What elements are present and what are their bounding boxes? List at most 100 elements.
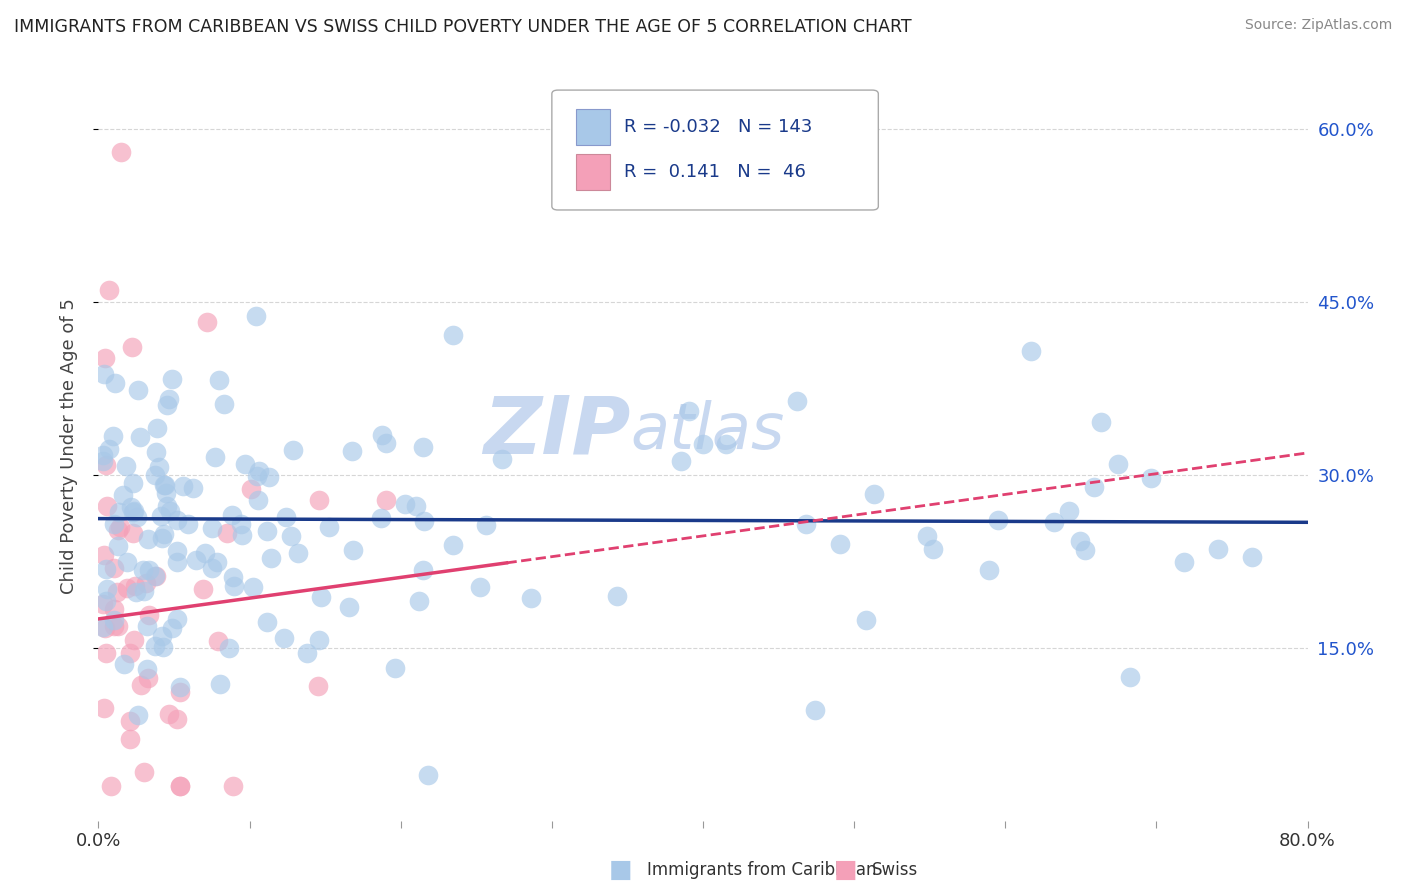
Point <box>340 443 363 458</box>
Point <box>441 538 464 552</box>
Point <box>93 368 115 382</box>
Point <box>191 582 214 596</box>
Point <box>94 458 117 472</box>
Point <box>1042 516 1064 530</box>
Point <box>150 508 173 523</box>
Point <box>1090 415 1112 429</box>
Point <box>160 372 183 386</box>
Point <box>143 639 166 653</box>
Point <box>150 629 173 643</box>
Point <box>794 517 817 532</box>
Point <box>197 315 219 329</box>
Point <box>124 633 146 648</box>
Point <box>922 542 945 557</box>
Point <box>222 570 245 584</box>
Point <box>107 539 129 553</box>
Point <box>134 583 156 598</box>
Point <box>96 582 118 597</box>
Point <box>1173 555 1195 569</box>
Point <box>370 427 392 442</box>
Point <box>412 514 434 528</box>
Point <box>169 779 191 793</box>
Point <box>207 555 229 569</box>
Point <box>91 448 114 462</box>
Point <box>863 487 886 501</box>
Point <box>169 685 191 699</box>
Point <box>1206 541 1229 556</box>
Point <box>830 537 852 551</box>
Point <box>129 429 152 443</box>
Point <box>468 580 491 594</box>
Text: ZIP: ZIP <box>484 392 630 470</box>
Point <box>370 511 392 525</box>
Point <box>307 679 329 693</box>
Point <box>416 767 439 781</box>
Point <box>103 429 125 443</box>
Point <box>166 612 188 626</box>
Point <box>100 779 122 793</box>
Text: Source: ZipAtlas.com: Source: ZipAtlas.com <box>1244 18 1392 32</box>
Point <box>166 712 188 726</box>
Point <box>148 460 170 475</box>
Point <box>159 504 181 518</box>
Point <box>129 678 152 692</box>
Point <box>143 568 166 582</box>
Point <box>166 513 188 527</box>
Point <box>233 457 256 471</box>
Point <box>115 581 138 595</box>
Point <box>124 504 146 518</box>
Point <box>246 493 269 508</box>
Point <box>136 533 159 547</box>
Point <box>204 450 226 464</box>
Point <box>121 500 143 515</box>
Point <box>146 421 169 435</box>
Point <box>115 458 138 473</box>
Point <box>169 681 191 695</box>
Text: Swiss: Swiss <box>872 861 918 879</box>
Point <box>246 469 269 483</box>
Point <box>242 580 264 594</box>
Point <box>93 701 115 715</box>
Point <box>121 340 143 354</box>
Point <box>1240 549 1263 564</box>
Point <box>1057 504 1080 518</box>
Point <box>98 284 121 298</box>
Point <box>915 528 938 542</box>
Point <box>207 633 229 648</box>
Point <box>1019 344 1042 359</box>
Y-axis label: Child Poverty Under the Age of 5: Child Poverty Under the Age of 5 <box>59 298 77 594</box>
Point <box>107 619 129 633</box>
Point <box>177 516 200 531</box>
Point <box>412 563 434 577</box>
Point <box>108 505 131 519</box>
Point <box>208 373 231 387</box>
Point <box>138 564 160 578</box>
Point <box>183 481 205 495</box>
Point <box>132 764 155 779</box>
Point <box>384 661 406 675</box>
Point <box>280 529 302 543</box>
Point <box>441 327 464 342</box>
Point <box>201 521 224 535</box>
Point <box>118 714 141 728</box>
Point <box>692 437 714 451</box>
Text: ■: ■ <box>609 858 633 881</box>
Point <box>1119 670 1142 684</box>
Point <box>714 437 737 451</box>
Point <box>127 708 149 723</box>
Point <box>491 452 513 467</box>
Point <box>977 563 1000 577</box>
Point <box>135 619 157 633</box>
Point <box>124 579 146 593</box>
Point <box>138 608 160 623</box>
Point <box>394 497 416 511</box>
Point <box>405 499 427 513</box>
Point <box>103 561 125 575</box>
FancyBboxPatch shape <box>551 90 879 210</box>
Point <box>1083 480 1105 494</box>
Point <box>218 641 240 656</box>
Point <box>231 528 253 542</box>
Point <box>112 657 135 671</box>
Point <box>245 309 267 323</box>
Text: Immigrants from Caribbean: Immigrants from Caribbean <box>647 861 876 879</box>
